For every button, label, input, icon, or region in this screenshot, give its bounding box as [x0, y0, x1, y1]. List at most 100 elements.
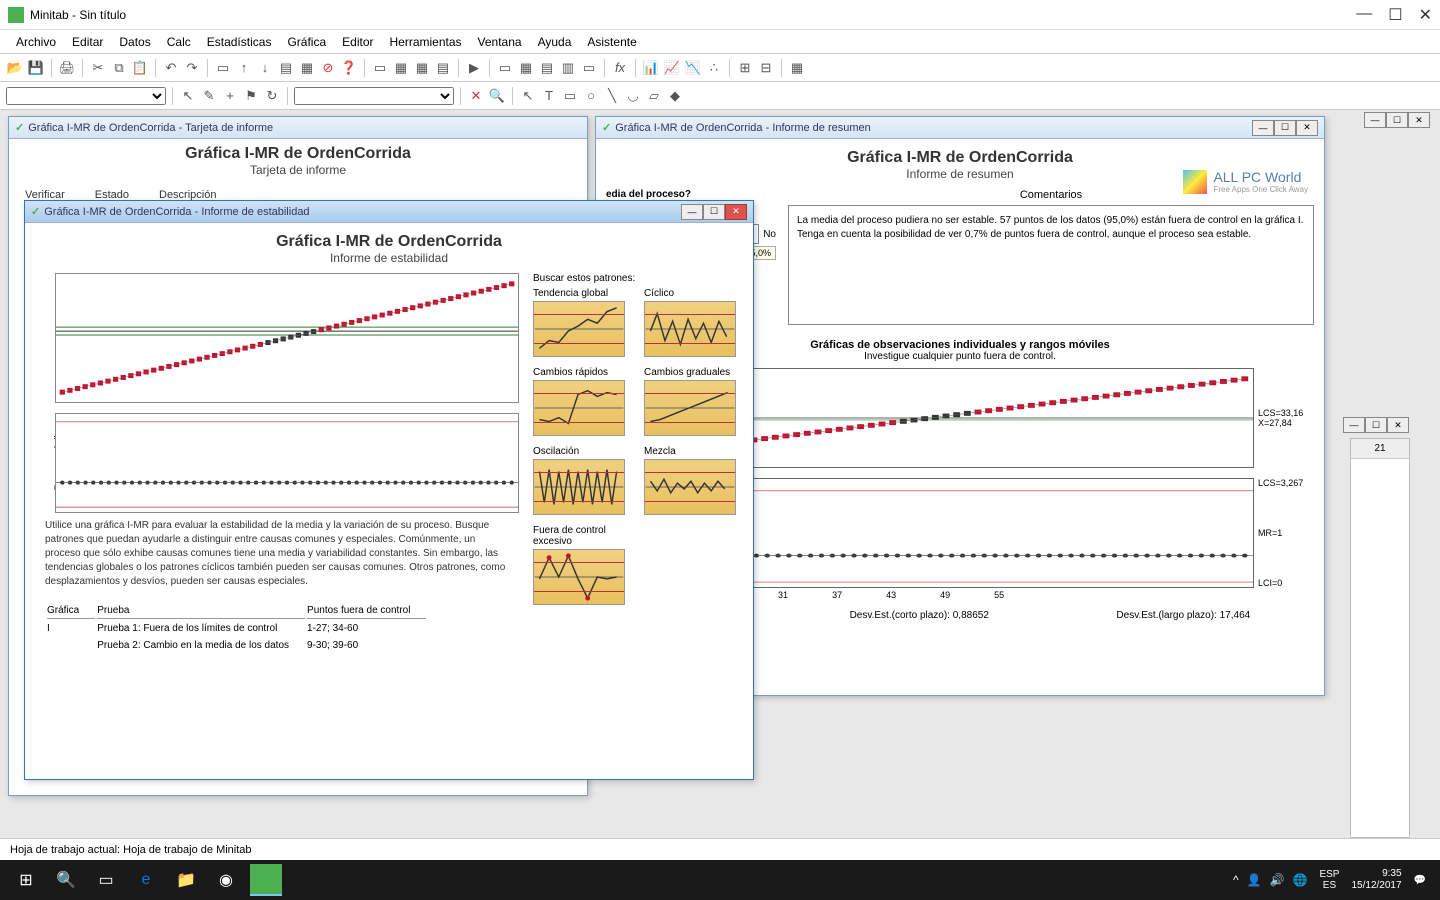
window4-icon[interactable]: ▥ [559, 59, 577, 77]
pattern-mix[interactable]: Mezcla [644, 446, 743, 515]
close-icon[interactable]: ✕ [1419, 5, 1432, 25]
delete-icon[interactable]: ✕ [467, 87, 485, 105]
menu-editor[interactable]: Editor [336, 33, 379, 51]
worksheet-icon[interactable]: ▦ [392, 59, 410, 77]
select-icon[interactable]: ↖ [519, 87, 537, 105]
copy-icon[interactable]: ⧉ [110, 59, 128, 77]
rect-icon[interactable]: ▭ [561, 87, 579, 105]
tray-people-icon[interactable]: 👤 [1247, 873, 1262, 887]
dropdown-2[interactable] [294, 87, 454, 105]
chart6-icon[interactable]: ⊟ [757, 59, 775, 77]
ws-min-icon[interactable]: — [1343, 417, 1365, 433]
window1-icon[interactable]: ▭ [496, 59, 514, 77]
tray-network-icon[interactable]: 🌐 [1293, 873, 1308, 887]
line-icon[interactable]: ╲ [603, 87, 621, 105]
new-icon[interactable]: ▭ [214, 59, 232, 77]
taskbar-clock[interactable]: 9:35 15/12/2017 [1351, 868, 1401, 892]
plus-icon[interactable]: + [221, 87, 239, 105]
menu-calc[interactable]: Calc [161, 33, 197, 51]
ws-max-icon[interactable]: ☐ [1365, 417, 1387, 433]
pattern-gradual[interactable]: Cambios graduales [644, 367, 743, 436]
stability-titlebar[interactable]: ✓ Gráfica I-MR de OrdenCorrida - Informe… [25, 201, 753, 223]
pattern-rapid[interactable]: Cambios rápidos [533, 367, 632, 436]
pattern-oscillation[interactable]: Oscilación [533, 446, 632, 515]
window5-icon[interactable]: ▭ [580, 59, 598, 77]
save-icon[interactable]: 💾 [27, 59, 45, 77]
polyline-icon[interactable]: ◡ [624, 87, 642, 105]
menu-grafica[interactable]: Gráfica [281, 33, 332, 51]
redo-icon[interactable]: ↷ [183, 59, 201, 77]
chart5-icon[interactable]: ⊞ [736, 59, 754, 77]
chart1-icon[interactable]: 📊 [642, 59, 660, 77]
open-icon[interactable]: 📂 [6, 59, 24, 77]
pointer-icon[interactable]: ↖ [179, 87, 197, 105]
taskbar-lang[interactable]: ESPES [1319, 869, 1339, 891]
taskview-icon[interactable]: ▭ [86, 860, 126, 900]
stab-max-icon[interactable]: ☐ [703, 204, 725, 220]
worksheet-col-header[interactable]: 21 [1351, 439, 1409, 459]
text-icon[interactable]: T [540, 87, 558, 105]
summary-min-icon[interactable]: — [1252, 120, 1274, 136]
menu-ayuda[interactable]: Ayuda [532, 33, 578, 51]
card-titlebar[interactable]: ✓ Gráfica I-MR de OrdenCorrida - Tarjeta… [9, 117, 587, 139]
fx-icon[interactable]: fx [611, 59, 629, 77]
tray-up-icon[interactable]: ^ [1233, 873, 1239, 887]
stab-min-icon[interactable]: — [681, 204, 703, 220]
menu-archivo[interactable]: Archivo [10, 33, 62, 51]
undo-icon[interactable]: ↶ [162, 59, 180, 77]
menu-datos[interactable]: Datos [113, 33, 156, 51]
cut-icon[interactable]: ✂ [89, 59, 107, 77]
notification-icon[interactable]: 💬 [1414, 875, 1426, 886]
window3-icon[interactable]: ▤ [538, 59, 556, 77]
paste-icon[interactable]: 📋 [131, 59, 149, 77]
chart2-icon[interactable]: 📈 [663, 59, 681, 77]
maximize-icon[interactable]: ☐ [1388, 5, 1402, 25]
chart7-icon[interactable]: ▦ [788, 59, 806, 77]
refresh-icon[interactable]: ↻ [263, 87, 281, 105]
pattern-excess[interactable]: Fuera de control excesivo [533, 525, 632, 605]
pattern-trend[interactable]: Tendencia global [533, 288, 632, 357]
report-icon[interactable]: ▤ [434, 59, 452, 77]
minitab-task-icon[interactable] [250, 864, 282, 896]
menu-asistente[interactable]: Asistente [581, 33, 642, 51]
pattern-cyclic[interactable]: Cíclico [644, 288, 743, 357]
chart3-icon[interactable]: 📉 [684, 59, 702, 77]
menu-editar[interactable]: Editar [66, 33, 109, 51]
dropdown-1[interactable] [6, 87, 166, 105]
chart4-icon[interactable]: ∴ [705, 59, 723, 77]
marker-icon[interactable]: ◆ [666, 87, 684, 105]
graph-icon[interactable]: ▦ [413, 59, 431, 77]
summary-titlebar[interactable]: ✓ Gráfica I-MR de OrdenCorrida - Informe… [596, 117, 1324, 139]
project-icon[interactable]: ▭ [371, 59, 389, 77]
menu-estadisticas[interactable]: Estadísticas [201, 33, 278, 51]
start-icon[interactable]: ⊞ [6, 860, 46, 900]
session-icon[interactable]: ▤ [277, 59, 295, 77]
outer-min-icon[interactable]: — [1364, 112, 1386, 128]
stab-close-icon[interactable]: ✕ [725, 204, 747, 220]
worksheet-window[interactable]: — ☐ ✕ 21 [1350, 438, 1410, 838]
minimize-icon[interactable]: — [1356, 5, 1372, 25]
arrow-down-icon[interactable]: ↓ [256, 59, 274, 77]
outer-close-icon[interactable]: ✕ [1408, 112, 1430, 128]
search-taskbar-icon[interactable]: 🔍 [46, 860, 86, 900]
circle-icon[interactable]: ○ [582, 87, 600, 105]
polygon-icon[interactable]: ▱ [645, 87, 663, 105]
brush-icon[interactable]: ✎ [200, 87, 218, 105]
chrome-icon[interactable]: ◉ [206, 860, 246, 900]
summary-close-icon[interactable]: ✕ [1296, 120, 1318, 136]
cancel-icon[interactable]: ⊘ [319, 59, 337, 77]
layout-icon[interactable]: ▦ [298, 59, 316, 77]
stability-window[interactable]: ✓ Gráfica I-MR de OrdenCorrida - Informe… [24, 200, 754, 780]
window2-icon[interactable]: ▦ [517, 59, 535, 77]
outer-max-icon[interactable]: ☐ [1386, 112, 1408, 128]
summary-max-icon[interactable]: ☐ [1274, 120, 1296, 136]
edge-icon[interactable]: e [126, 860, 166, 900]
flag-icon[interactable]: ⚑ [242, 87, 260, 105]
search-icon[interactable]: 🔍 [488, 87, 506, 105]
menu-herramientas[interactable]: Herramientas [384, 33, 468, 51]
explorer-icon[interactable]: 📁 [166, 860, 206, 900]
next-icon[interactable]: ▶ [465, 59, 483, 77]
system-tray[interactable]: ^ 👤 🔊 🌐 [1233, 873, 1308, 887]
ws-close-icon[interactable]: ✕ [1387, 417, 1409, 433]
arrow-up-icon[interactable]: ↑ [235, 59, 253, 77]
